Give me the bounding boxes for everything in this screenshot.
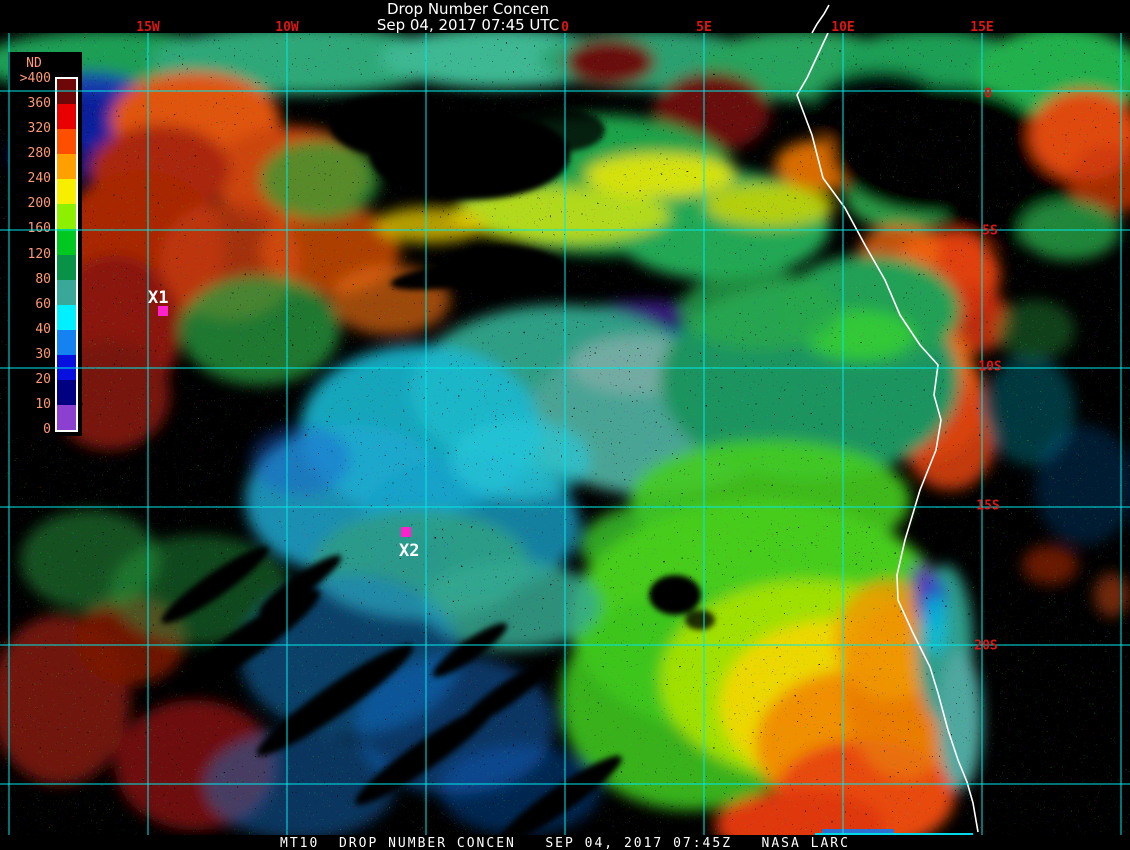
map-background [0,33,1130,835]
legend-segment [57,379,76,406]
legend-segment [57,179,76,205]
legend-segment [57,404,76,431]
legend-segment [57,304,76,331]
map-title: Drop Number Concen [386,0,550,18]
marker-x2-label: X2 [399,541,420,561]
map-noise-color-dense [0,555,570,835]
marker-x1-dot [158,306,168,316]
legend-tick-label: 240 [27,171,51,187]
latitude-label: 5S [982,223,998,239]
legend-segment [57,254,76,281]
legend-tick-label: 40 [35,321,51,337]
legend-title: ND [26,56,42,71]
legend-tick-label: 320 [27,121,51,137]
legend-tick-label: 60 [35,296,51,312]
legend-tick-label: 160 [27,221,51,237]
legend-segment [57,329,76,356]
latitude-label: 20S [974,638,998,654]
map-noise-color [0,33,1130,835]
latitude-label: 15S [976,498,1000,514]
map-datetime: Sep 04, 2017 07:45 UTC [376,16,560,34]
legend-segment [57,104,76,130]
map-bottom-blue-strip [822,829,894,833]
legend-segment [57,279,76,306]
legend-tick-label: 360 [27,96,51,112]
map-region-blobs [0,26,1130,850]
map-noise-dark [0,33,1130,835]
longitude-label: 15W [136,20,160,35]
legend-colorbar [55,77,78,432]
longitude-label: 10W [275,20,299,35]
legend-tick-label: 10 [35,396,51,412]
marker-x1-label: X1 [148,288,169,308]
legend-segment [57,154,76,180]
longitude-label: 15E [970,20,994,35]
legend-tick-label: 0 [43,422,51,437]
legend-segment [57,204,76,230]
legend-segment [57,79,76,105]
header-center: Drop Number Concen Sep 04, 2017 07:45 UT… [377,1,559,33]
legend-segment [57,129,76,155]
legend-tick-label: 80 [35,271,51,287]
longitude-label: 10E [831,20,855,35]
legend-segment [57,229,76,255]
marker-x2-dot [401,527,411,537]
map-black-streaks [161,95,715,845]
latitude-label: 0 [984,86,992,102]
legend-segment [57,354,76,381]
legend-panel: ND >400 360 320 280 240 200 160 120 80 60 40 30 20 10… [8,52,82,437]
longitude-label: 0 [561,20,569,35]
latitude-label: 10S [978,359,1002,375]
legend-tick-label: 120 [27,246,51,262]
longitude-label: 5E [696,20,712,35]
legend-tick-label: >400 [19,71,51,86]
legend-tick-label: 20 [35,371,51,387]
legend-tick-label: 200 [27,196,51,212]
footer-text: MT10 DROP NUMBER CONCEN SEP 04, 2017 07:… [280,836,850,850]
legend-tick-label: 280 [27,146,51,162]
legend-tick-label: 30 [35,346,51,362]
coastline-path [796,32,979,833]
